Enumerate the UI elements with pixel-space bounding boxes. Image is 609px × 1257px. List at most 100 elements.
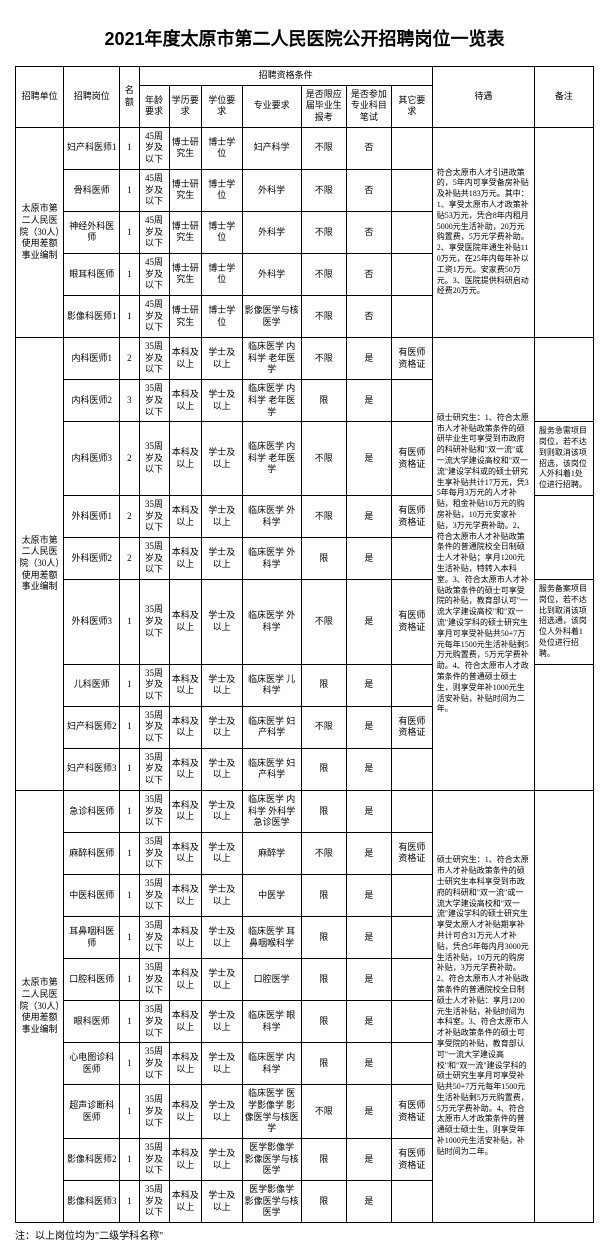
th-major: 专业要求 bbox=[242, 85, 301, 127]
cell: 有医师资格证 bbox=[391, 495, 432, 537]
cell: 不限 bbox=[301, 338, 346, 380]
cell bbox=[391, 538, 432, 580]
cell: 35周岁及以下 bbox=[139, 380, 169, 422]
cell: 本科及以上 bbox=[169, 1043, 201, 1085]
cell: 45周岁及以下 bbox=[139, 296, 169, 338]
cell: 服务急需项目岗位，若不达到则取消该项招选，该岗位人外科着1处位进行招聘。 bbox=[534, 422, 593, 496]
cell: 否 bbox=[346, 127, 391, 169]
th-deg: 学位要求 bbox=[201, 85, 242, 127]
cell: 35周岁及以下 bbox=[139, 538, 169, 580]
cell: 外科医师1 bbox=[64, 495, 120, 537]
cell: 1 bbox=[120, 1139, 139, 1181]
cell: 不限 bbox=[301, 211, 346, 253]
cell: 是 bbox=[346, 664, 391, 706]
cell: 有医师资格证 bbox=[391, 580, 432, 665]
th-other: 其它要求 bbox=[391, 85, 432, 127]
cell: 有医师资格证 bbox=[391, 422, 432, 496]
cell: 35周岁及以下 bbox=[139, 874, 169, 916]
th-note: 备注 bbox=[534, 67, 593, 128]
cell bbox=[534, 338, 593, 422]
cell: 妇产科医师1 bbox=[64, 127, 120, 169]
cell: 35周岁及以下 bbox=[139, 1181, 169, 1223]
cell: 内科医师2 bbox=[64, 380, 120, 422]
cell: 不限 bbox=[301, 253, 346, 295]
cell: 超声诊断科医师 bbox=[64, 1085, 120, 1139]
cell: 1 bbox=[120, 127, 139, 169]
cell: 本科及以上 bbox=[169, 917, 201, 959]
cell: 是 bbox=[346, 1181, 391, 1223]
cell: 1 bbox=[120, 1043, 139, 1085]
cell: 1 bbox=[120, 832, 139, 874]
cell: 本科及以上 bbox=[169, 338, 201, 380]
cell bbox=[391, 1181, 432, 1223]
cell: 太原市第二人民医院（30人）使用差额事业编制 bbox=[16, 338, 64, 791]
cell: 是 bbox=[346, 917, 391, 959]
th-post: 招聘岗位 bbox=[64, 67, 120, 128]
cell: 本科及以上 bbox=[169, 538, 201, 580]
cell: 45周岁及以下 bbox=[139, 211, 169, 253]
cell: 临床医学 内科学 外科学 急诊医学 bbox=[242, 790, 301, 832]
cell bbox=[391, 380, 432, 422]
cell: 不限 bbox=[301, 580, 346, 665]
cell: 35周岁及以下 bbox=[139, 422, 169, 496]
cell: 学士及以上 bbox=[201, 538, 242, 580]
cell: 本科及以上 bbox=[169, 422, 201, 496]
cell: 45周岁及以下 bbox=[139, 127, 169, 169]
cell: 临床医学 外科学 bbox=[242, 580, 301, 665]
cell: 2 bbox=[120, 538, 139, 580]
cell: 1 bbox=[120, 874, 139, 916]
cell: 限 bbox=[301, 959, 346, 1001]
cell: 临床医学 眼科学 bbox=[242, 1001, 301, 1043]
cell: 35周岁及以下 bbox=[139, 959, 169, 1001]
th-num: 名额 bbox=[120, 67, 139, 128]
th-edu: 学历要求 bbox=[169, 85, 201, 127]
cell: 学士及以上 bbox=[201, 580, 242, 665]
cell: 本科及以上 bbox=[169, 1085, 201, 1139]
cell: 麻醉科医师 bbox=[64, 832, 120, 874]
cell: 否 bbox=[346, 211, 391, 253]
cell: 口腔科医师 bbox=[64, 959, 120, 1001]
cell: 不限 bbox=[301, 495, 346, 537]
cell: 是 bbox=[346, 580, 391, 665]
cell: 是 bbox=[346, 338, 391, 380]
cell: 临床医学 内科学 老年医学 bbox=[242, 338, 301, 380]
th-unit: 招聘单位 bbox=[16, 67, 64, 128]
cell: 限 bbox=[301, 1043, 346, 1085]
cell: 本科及以上 bbox=[169, 874, 201, 916]
cell: 2 bbox=[120, 422, 139, 496]
cell: 本科及以上 bbox=[169, 790, 201, 832]
cell: 1 bbox=[120, 253, 139, 295]
cell: 是 bbox=[346, 495, 391, 537]
cell bbox=[534, 664, 593, 790]
cell: 35周岁及以下 bbox=[139, 748, 169, 790]
table-row: 太原市第二人民医院（30人）使用差额事业编制妇产科医师1145周岁及以下博士研究… bbox=[16, 127, 594, 169]
cell: 临床医学 儿科学 bbox=[242, 664, 301, 706]
cell: 本科及以上 bbox=[169, 959, 201, 1001]
cell: 外科医师3 bbox=[64, 580, 120, 665]
cell: 否 bbox=[346, 296, 391, 338]
cell: 否 bbox=[346, 253, 391, 295]
footnote: 注：以上岗位均为"二级学科名称" bbox=[15, 1227, 594, 1242]
cell: 限 bbox=[301, 1181, 346, 1223]
cell: 临床医学 医学影像学 影像医学与核医学 bbox=[242, 1085, 301, 1139]
cell: 有医师资格证 bbox=[391, 338, 432, 380]
cell: 硕士研究生：1、符合太原市人才补贴政策条件的硕士研究生本科享受到市政府的科研和"… bbox=[432, 790, 534, 1222]
cell: 35周岁及以下 bbox=[139, 338, 169, 380]
cell: 45周岁及以下 bbox=[139, 169, 169, 211]
cell: 医学影像学 影像医学与核医学 bbox=[242, 1139, 301, 1181]
cell: 35周岁及以下 bbox=[139, 1043, 169, 1085]
cell: 35周岁及以下 bbox=[139, 706, 169, 748]
cell: 眼耳科医师 bbox=[64, 253, 120, 295]
cell: 学士及以上 bbox=[201, 1181, 242, 1223]
cell bbox=[391, 127, 432, 169]
cell: 有医师资格证 bbox=[391, 832, 432, 874]
cell: 限 bbox=[301, 538, 346, 580]
cell: 神经外科医师 bbox=[64, 211, 120, 253]
cell: 博士研究生 bbox=[169, 127, 201, 169]
cell: 限 bbox=[301, 664, 346, 706]
cell: 本科及以上 bbox=[169, 664, 201, 706]
cell: 是 bbox=[346, 874, 391, 916]
cell: 不限 bbox=[301, 296, 346, 338]
cell: 35周岁及以下 bbox=[139, 790, 169, 832]
cell: 影像科医师3 bbox=[64, 1181, 120, 1223]
